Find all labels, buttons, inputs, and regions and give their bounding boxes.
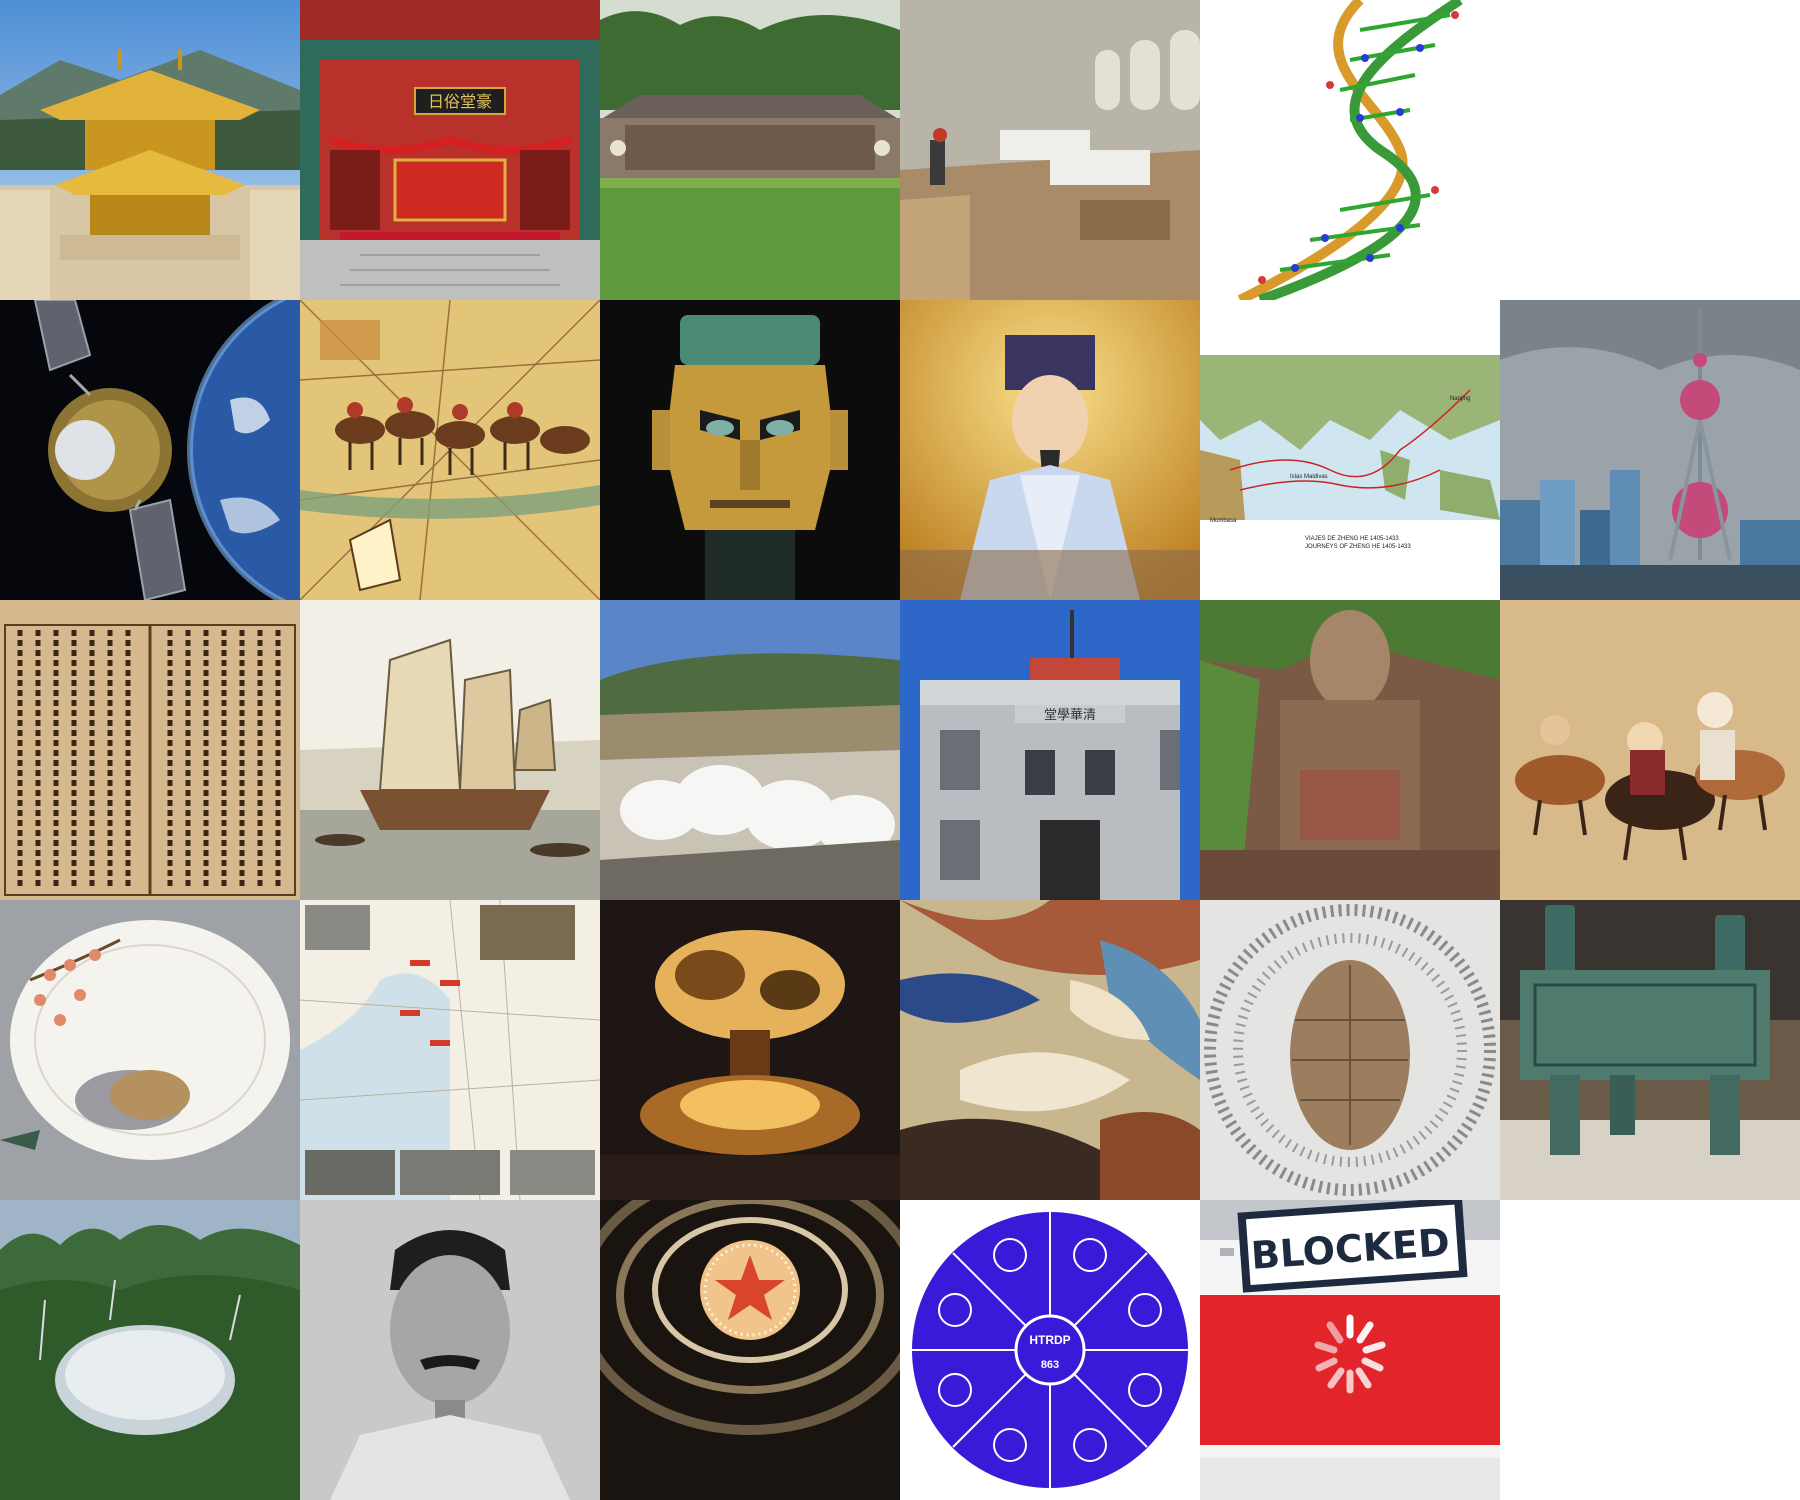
browser-back-icon: [1220, 1248, 1234, 1256]
tile-caravan-map: [300, 300, 600, 600]
hall-building-image: 堂學華清: [900, 600, 1200, 900]
campaign-map-image: [300, 900, 600, 1200]
tile-golden-pavilion: [0, 0, 300, 300]
logo-number: 863: [1041, 1359, 1059, 1371]
tile-dna-helix: [1200, 0, 1500, 300]
tile-empty-1: [1500, 0, 1800, 300]
tile-radio-telescope: [0, 1200, 300, 1500]
tile-voyage-map: Mombasa Islas Maldivas Nanjing VIAJES DE…: [1200, 300, 1500, 600]
tile-star-ceiling: [600, 1200, 900, 1500]
tile-red-gate-hall: 日俗堂豪: [300, 0, 600, 300]
tile-bronze-ding: [1500, 900, 1800, 1200]
tile-hunt-painting: [1500, 600, 1800, 900]
tile-blocked-browser: BLOCKED: [1200, 1200, 1500, 1500]
flying-apsaras-image: [900, 900, 1200, 1200]
hunt-painting-image: [1500, 600, 1800, 900]
tile-hospital-ward: [900, 0, 1200, 300]
red-gate-plaque: 日俗堂豪: [428, 92, 492, 111]
tile-turtle-shell: [1200, 900, 1500, 1200]
tile-giant-buddha: [1200, 600, 1500, 900]
mushroom-cloud-image: [600, 900, 900, 1200]
voyage-place-nanjing: Nanjing: [1450, 396, 1470, 402]
giant-buddha-image: [1200, 600, 1500, 900]
voyage-place-mombasa: Mombasa: [1210, 518, 1237, 524]
radio-telescope-image: [0, 1200, 300, 1500]
bronze-ding-image: [1500, 900, 1800, 1200]
tile-woodblock-text: [0, 600, 300, 900]
porcelain-plate-image: [0, 900, 300, 1200]
dna-helix-image: [1200, 0, 1500, 300]
old-hall-lawn-image: [600, 0, 900, 300]
woodblock-text-image: [0, 600, 300, 900]
tile-campaign-map: [300, 900, 600, 1200]
tile-luxun-portrait: [300, 1200, 600, 1500]
tile-hall-building: 堂學華清: [900, 600, 1200, 900]
tile-mushroom-cloud: [600, 900, 900, 1200]
tile-flying-apsaras: [900, 900, 1200, 1200]
tile-program-863-logo: HTRDP 863: [900, 1200, 1200, 1500]
tile-empty-2: [1500, 1200, 1800, 1500]
turtle-shell-image: [1200, 900, 1500, 1200]
logo-acronym: HTRDP: [1029, 1333, 1070, 1347]
dam-spillway-image: [600, 600, 900, 900]
tile-old-hall-lawn: [600, 0, 900, 300]
red-gate-hall-image: 日俗堂豪: [300, 0, 600, 300]
tile-satellite-earth: [0, 300, 300, 600]
tile-scholar-portrait: [900, 300, 1200, 600]
voyage-title-en: JOURNEYS OF ZHENG HE 1405-1433: [1305, 544, 1411, 550]
tile-pearl-tower: [1500, 300, 1800, 600]
hospital-ward-image: [900, 0, 1200, 300]
voyage-title-es: VIAJES DE ZHENG HE 1405-1433: [1305, 536, 1399, 542]
tile-bronze-mask: [600, 300, 900, 600]
satellite-earth-image: [0, 300, 300, 600]
junk-ship-image: [300, 600, 600, 900]
pearl-tower-image: [1500, 300, 1800, 600]
loading-spinner-icon: [1314, 1314, 1386, 1394]
tile-porcelain-plate: [0, 900, 300, 1200]
star-ceiling-image: [600, 1200, 900, 1500]
voyage-place-maldives: Islas Maldivas: [1290, 474, 1328, 480]
voyage-map-image: Mombasa Islas Maldivas Nanjing VIAJES DE…: [1200, 300, 1500, 600]
luxun-portrait-image: [300, 1200, 600, 1500]
hall-plaque: 堂學華清: [1044, 708, 1096, 723]
blocked-browser-image: BLOCKED: [1200, 1200, 1500, 1500]
bronze-mask-image: [600, 300, 900, 600]
scholar-portrait-image: [900, 300, 1200, 600]
tile-junk-ship: [300, 600, 600, 900]
tile-dam-spillway: [600, 600, 900, 900]
golden-pavilion-image: [0, 0, 300, 300]
program-863-logo-image: HTRDP 863: [900, 1200, 1200, 1500]
caravan-map-image: [300, 300, 600, 600]
